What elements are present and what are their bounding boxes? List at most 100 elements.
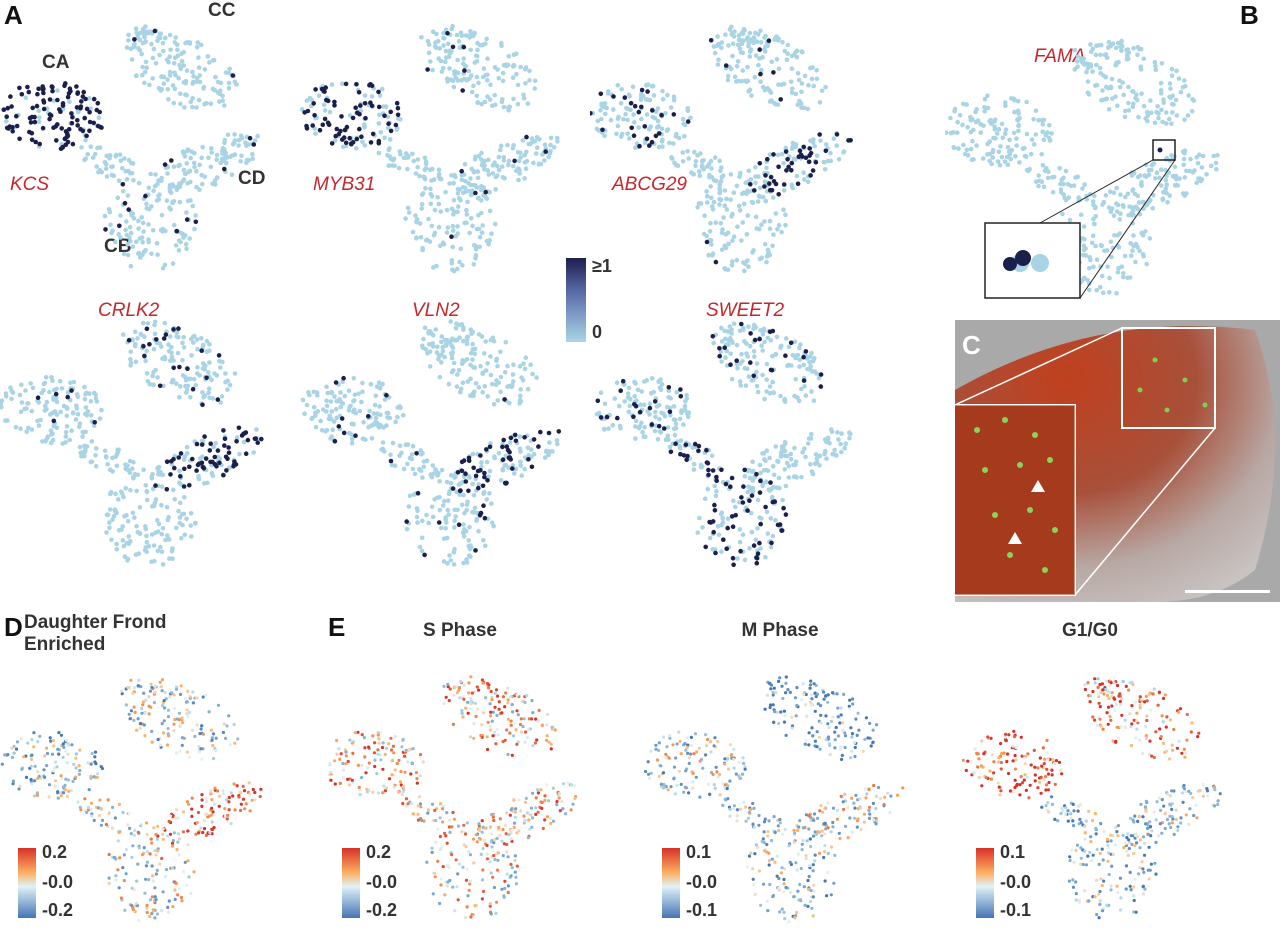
umap-point [476,528,481,534]
umap-point [484,696,488,700]
umap-point [639,116,644,122]
umap-point [199,442,205,447]
colorbar-s [342,848,360,918]
umap-point [9,388,14,394]
umap-point [142,547,148,553]
umap-point [1155,104,1160,109]
umap-point [237,451,242,457]
umap-point [981,123,986,128]
umap-point [465,905,469,909]
umap-point [50,378,55,383]
umap-point [231,140,237,146]
umap-point [482,838,486,843]
umap-point [530,825,534,829]
umap-point [468,216,474,221]
umap-point [315,393,320,398]
umap-point [414,236,419,241]
umap-point [553,728,557,732]
umap-point [746,89,751,94]
umap-point [67,743,71,747]
umap-point [722,345,727,350]
umap-point [765,247,771,253]
umap-point [154,853,158,857]
umap-point [710,519,716,524]
umap-point [446,512,451,517]
umap-point [665,127,671,132]
umap-point [443,48,449,54]
umap-point [681,453,687,458]
umap-point [720,173,726,178]
umap-point [43,775,47,779]
umap-point [707,229,713,234]
umap-point [54,399,60,405]
umap-point [234,82,239,87]
umap-point [489,871,493,875]
umap-point [451,722,455,726]
umap-point [109,537,114,543]
umap-point [506,752,510,757]
umap-point [737,379,743,384]
umap-point [65,139,71,145]
umap-point [83,405,89,410]
umap-point [346,777,350,781]
umap-point [625,391,631,396]
umap-point [448,480,454,486]
umap-point [323,85,328,90]
umap-point [442,684,446,688]
umap-point [708,38,714,43]
umap-point [181,810,186,814]
umap-point [667,409,673,415]
umap-point [334,126,340,132]
umap-point [626,409,632,415]
umap-point [379,758,383,762]
umap-point [772,499,778,504]
umap-point [524,158,530,164]
umap-point [1076,195,1081,200]
umap-point [54,386,59,392]
umap-point [336,424,342,429]
umap-point [145,906,149,910]
umap-point [232,371,238,376]
umap-point [53,391,59,397]
umap-point [489,840,493,844]
umap-point [823,148,829,154]
umap-point [360,776,364,780]
umap-point [230,73,236,78]
umap-point [79,808,83,812]
umap-point [113,153,119,159]
umap-point [337,396,342,402]
umap-point [795,181,801,187]
umap-point [125,558,130,563]
umap-point [92,818,96,822]
umap-point [657,416,662,422]
umap-point [218,400,223,405]
umap-point [117,802,121,806]
umap-point [183,390,189,395]
umap-point [171,365,176,371]
umap-point [360,380,365,386]
umap-point [486,239,492,244]
umap-point [835,430,840,435]
umap-point [828,427,834,432]
umap-point [347,783,352,787]
umap-point [74,392,80,397]
umap-point [549,742,553,746]
umap-point [639,389,644,394]
umap-point [137,918,141,922]
umap-point [1013,154,1018,159]
umap-point [817,453,823,459]
umap-point [209,470,215,476]
umap-point [482,99,488,105]
umap-point [201,830,205,835]
umap-point [659,126,665,132]
umap-point [246,142,251,147]
umap-point [1208,163,1214,169]
umap-point [56,791,60,795]
umap-point [973,109,978,115]
umap-point [665,92,670,98]
umap-point [125,193,131,198]
umap-point [626,136,632,141]
umap-point [738,383,744,388]
umap-point [493,705,497,709]
umap-point [178,91,183,96]
